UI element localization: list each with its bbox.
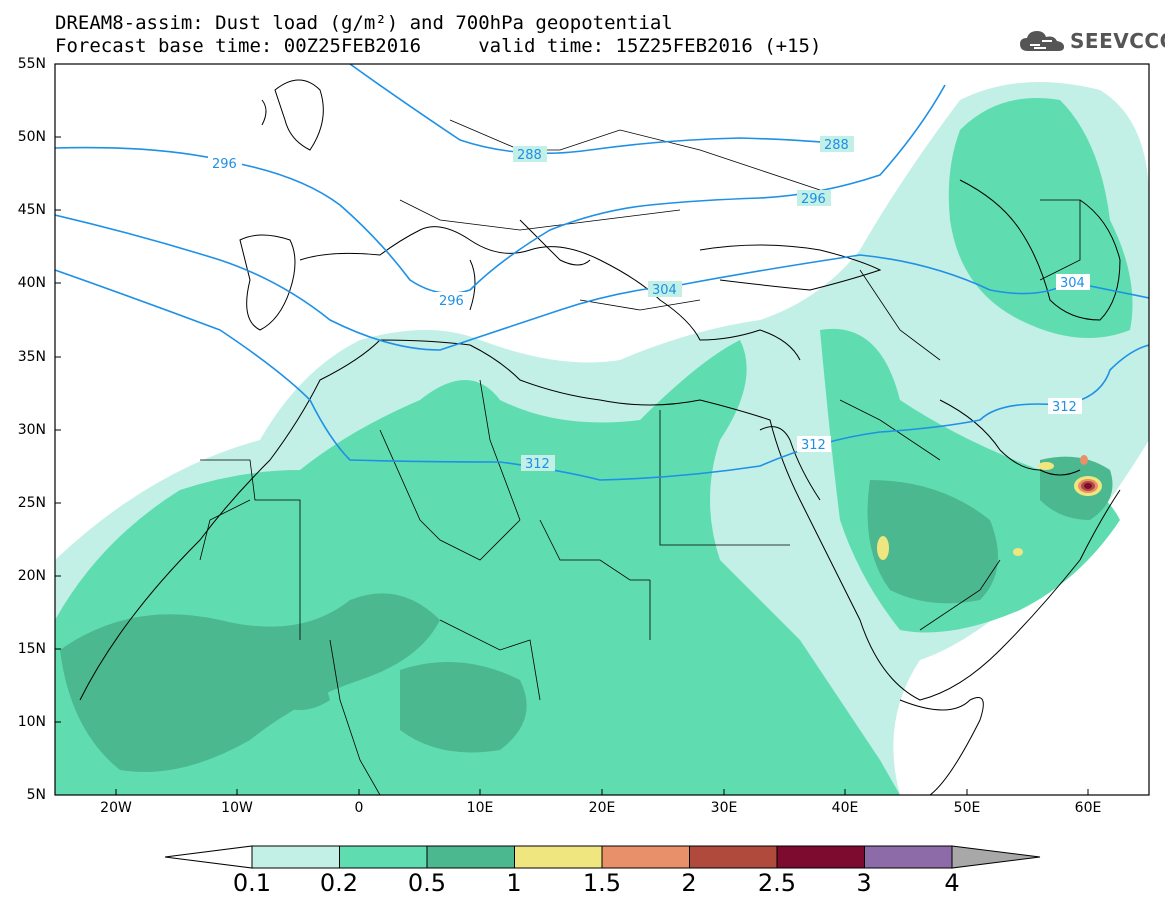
contour-label: 304	[1060, 276, 1085, 291]
contour-label: 312	[525, 457, 550, 472]
colorbar	[164, 845, 1041, 869]
country-borders	[199, 119, 1081, 795]
lon-label: 20W	[100, 800, 132, 816]
colorbar-bin	[251, 845, 340, 869]
lon-label: 50E	[953, 800, 981, 816]
dust-hotspots	[877, 455, 1102, 560]
colorbar-label: 0.1	[232, 869, 272, 897]
contour-label: 312	[801, 438, 826, 453]
lat-label: 45N	[17, 202, 46, 218]
contour-label: 288	[824, 138, 849, 153]
dust-layer-dense	[60, 456, 1113, 772]
lat-label: 55N	[17, 56, 46, 72]
cloud-icon	[1020, 31, 1064, 51]
contour-label: 304	[652, 283, 677, 298]
lat-label: 50N	[17, 129, 46, 145]
contour-label: 312	[1052, 400, 1077, 415]
lon-label: 60E	[1074, 800, 1102, 816]
lat-label: 35N	[17, 349, 46, 365]
lon-label: 0	[354, 800, 364, 816]
contour-label: 288	[517, 148, 542, 163]
colorbar-bin	[689, 845, 778, 869]
colorbar-label: 4	[944, 869, 960, 897]
colorbar-label: 2	[681, 869, 697, 897]
lon-label: 20E	[588, 800, 616, 816]
lat-label: 30N	[17, 422, 46, 438]
lat-label: 10N	[17, 714, 46, 730]
colorbar-bin	[601, 845, 690, 869]
colorbar-label: 3	[856, 869, 872, 897]
colorbar-high-triangle	[951, 845, 1041, 869]
contour-label: 296	[439, 294, 464, 309]
colorbar-label: 0.2	[319, 869, 359, 897]
map-frame	[54, 63, 1150, 796]
lat-label: 25N	[17, 495, 46, 511]
lon-label: 10W	[221, 800, 253, 816]
colorbar-bin	[776, 845, 865, 869]
contour-label: 296	[212, 157, 237, 172]
colorbar-bin	[514, 845, 603, 869]
colorbar-label: 1	[506, 869, 522, 897]
lat-label: 5N	[26, 787, 46, 803]
lat-label: 40N	[17, 275, 46, 291]
lon-label: 30E	[710, 800, 738, 816]
lat-label: 20N	[17, 568, 46, 584]
colorbar-label: 2.5	[757, 869, 797, 897]
contour-labels: 296 288 288 296 296 304 304 312 312 312	[208, 136, 1090, 472]
colorbar-low-triangle	[164, 845, 253, 869]
lon-label: 40E	[831, 800, 859, 816]
seevccc-logo: SEEVCCC	[1018, 27, 1165, 55]
lat-label: 15N	[17, 641, 46, 657]
colorbar-label: 0.5	[407, 869, 447, 897]
colorbar-label: 1.5	[582, 869, 622, 897]
map-title: DREAM8-assim: Dust load (g/m²) and 700hP…	[55, 12, 673, 34]
lon-label: 10E	[466, 800, 494, 816]
colorbar-bin	[339, 845, 428, 869]
logo-text: SEEVCCC	[1070, 29, 1165, 53]
contour-label: 296	[801, 192, 826, 207]
colorbar-bin	[864, 845, 953, 869]
coastlines	[79, 79, 1121, 795]
map-subtitle: Forecast base time: 00Z25FEB2016 valid t…	[55, 35, 822, 57]
colorbar-bin	[426, 845, 515, 869]
